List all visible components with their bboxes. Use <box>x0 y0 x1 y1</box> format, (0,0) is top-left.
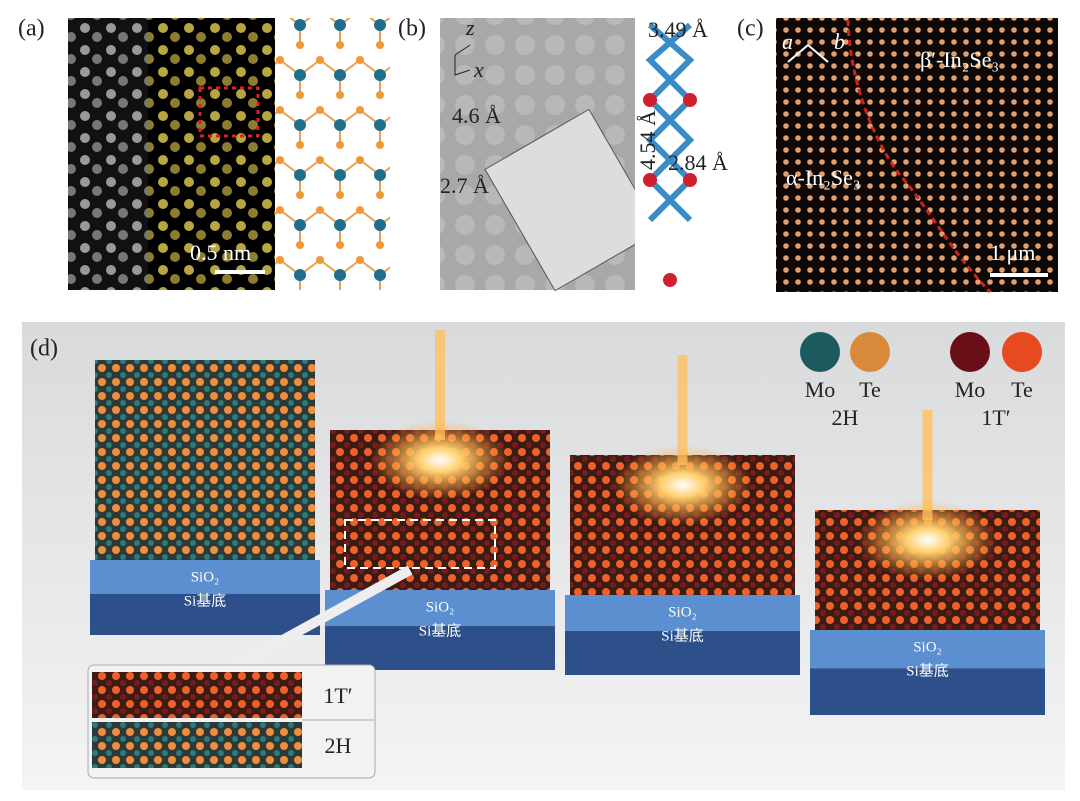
phase-boundary <box>846 19 992 294</box>
laser-spot <box>370 420 510 500</box>
layer-label: 2H <box>325 733 352 758</box>
stem-image <box>776 18 1058 292</box>
simulation-inset <box>484 108 660 292</box>
substrate-top <box>90 560 320 594</box>
axes-arrows <box>454 44 471 76</box>
layer-1t <box>92 672 302 718</box>
legend-label: Mo <box>955 377 986 402</box>
highlight-box <box>198 86 260 138</box>
atom-stack <box>95 360 315 570</box>
laser-beam <box>922 410 933 520</box>
spacing-label: 2.84 Å <box>668 150 728 175</box>
panel-label: (c) <box>737 16 764 42</box>
axis-label: b <box>834 29 845 54</box>
callout-arrow <box>207 565 413 685</box>
laser-beam <box>435 330 445 440</box>
substrate-label: Si基底 <box>419 622 462 639</box>
ball-model <box>275 18 390 290</box>
substrate-bottom <box>90 593 320 635</box>
structure-model <box>645 22 695 223</box>
se-atoms <box>643 93 697 287</box>
panel-label: (d) <box>30 336 58 362</box>
laser-spot <box>857 500 998 580</box>
substrate-label: Si基底 <box>184 592 227 609</box>
laser-spot <box>612 445 753 525</box>
substrate-top <box>810 630 1045 669</box>
stacks: SiO₂ Si基底 SiO₂ Si基底 SiO₂ Si基底 SiO₂ Si基底 <box>90 330 1045 715</box>
substrate-bottom <box>810 668 1045 715</box>
legend-label: Mo <box>805 377 836 402</box>
legend-label: Te <box>1011 377 1033 402</box>
legend-label: 1T′ <box>981 405 1010 430</box>
substrate-label: SiO₂ <box>191 569 220 585</box>
substrate-label: SiO₂ <box>426 599 455 615</box>
substrate-bottom <box>565 631 800 675</box>
substrate-bottom <box>325 626 555 670</box>
spacing-label: 4.6 Å <box>452 103 501 128</box>
axis-label: z <box>465 15 475 40</box>
axis-label: a <box>782 29 793 54</box>
legend-label: Te <box>859 377 881 402</box>
substrate-label: Si基底 <box>661 627 704 644</box>
substrate-top <box>565 595 800 631</box>
scale-label: 1 μm <box>990 240 1035 265</box>
spacing-label: 4.54 Å <box>635 110 660 170</box>
substrate-label: SiO₂ <box>913 639 942 655</box>
substrate-label: SiO₂ <box>668 604 697 620</box>
layer-2h <box>92 722 302 768</box>
substrate-label: Si基底 <box>906 662 949 679</box>
spacing-label: 2.7 Å <box>440 173 489 198</box>
highlight-box <box>344 519 496 569</box>
legend <box>800 332 1042 372</box>
laser-beam <box>677 355 688 465</box>
scale-label: 0.5 nm <box>190 240 251 265</box>
panel-label: (b) <box>398 16 426 42</box>
spacing-label: 3.49 Å <box>648 17 708 42</box>
legend-label: 2H <box>832 405 859 430</box>
phase-label: β′-In₂Se₃ <box>920 47 999 72</box>
stem-image <box>68 18 148 290</box>
axes-arrows <box>787 43 829 63</box>
layer-label: 1T′ <box>323 683 352 708</box>
axis-label: x <box>473 57 484 82</box>
panel-label: (a) <box>18 16 45 42</box>
stem-overlay <box>148 18 275 290</box>
phase-label: α-In₂Se₃ <box>786 165 861 190</box>
